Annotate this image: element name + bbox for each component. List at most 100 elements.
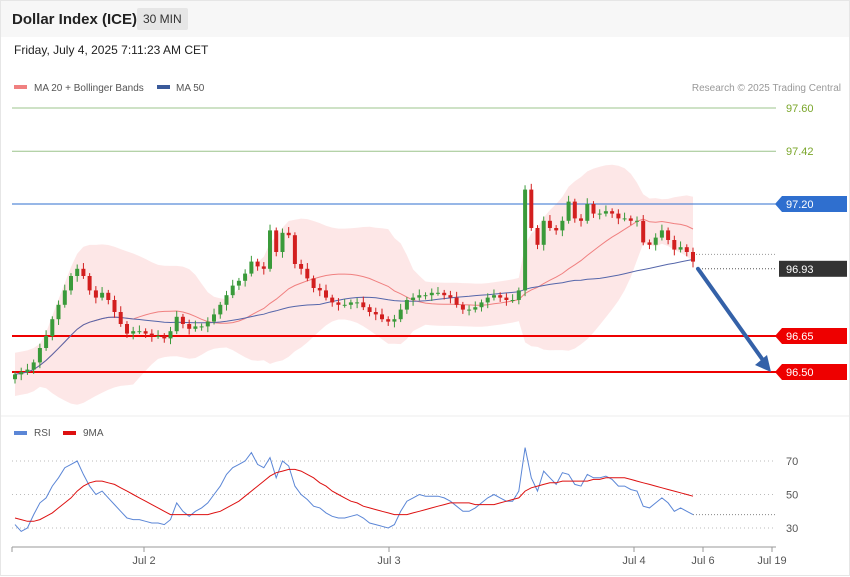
x-tick-label: Jul 6 (691, 555, 714, 567)
x-tick-label: Jul 19 (757, 555, 786, 567)
candle-body (180, 316, 185, 324)
candle-body (112, 300, 117, 312)
candle-body (361, 302, 366, 308)
candle-body (467, 309, 472, 311)
rsi-line (14, 447, 694, 533)
candle-body (224, 295, 229, 305)
candle-body (585, 204, 590, 221)
candle-body (429, 292, 434, 296)
candle-body (423, 295, 428, 297)
candle-body (498, 295, 503, 298)
candle-body (62, 290, 67, 305)
candle-body (666, 230, 671, 240)
candle-body (255, 261, 260, 267)
candle-body (212, 314, 216, 322)
candle-body (305, 268, 310, 279)
legend-swatch-9ma (63, 431, 76, 435)
candle-body (504, 297, 509, 300)
candle-body (616, 213, 621, 219)
rsi-tick-label: 50 (786, 490, 798, 502)
candle-body (156, 336, 161, 337)
candle-body (622, 218, 627, 220)
candle-body (373, 312, 378, 315)
level-tag (775, 328, 847, 344)
candle-body (386, 319, 391, 322)
legend-label-9ma: 9MA (83, 428, 104, 439)
candle-body (199, 326, 204, 328)
candle-body (547, 220, 552, 228)
level-label: 97.42 (786, 146, 814, 158)
candle-body (37, 348, 42, 363)
credit-text: Research © 2025 Trading Central (692, 83, 841, 94)
candle-body (479, 302, 484, 308)
candle-body (560, 220, 565, 231)
candle-body (348, 302, 353, 305)
candle-body (25, 369, 30, 372)
rsi-tick-label: 30 (786, 523, 798, 535)
candle-body (44, 336, 49, 348)
candle-body (684, 247, 689, 252)
candle-body (143, 331, 148, 334)
legend-swatch-ma20 (14, 85, 27, 89)
level-label: 96.65 (786, 331, 814, 343)
candle-body (149, 333, 154, 336)
candle-body (579, 218, 583, 221)
candle-body (50, 319, 55, 336)
level-tag (775, 364, 847, 380)
level-label: 97.60 (786, 103, 814, 115)
candle-body (125, 324, 129, 334)
level-tag (775, 196, 847, 212)
candle-body (635, 220, 639, 222)
candle-body (516, 290, 521, 300)
x-tick-label: Jul 4 (622, 555, 645, 567)
ma50-line (14, 259, 694, 375)
candle-body (541, 220, 546, 245)
candle-body (492, 295, 496, 298)
candle-body (336, 302, 341, 305)
rsi-tick-label: 70 (786, 456, 798, 468)
candle-body (510, 300, 515, 301)
candle-body (299, 264, 304, 269)
candle-body (286, 232, 291, 236)
candle-body (249, 261, 254, 274)
candle-body (274, 230, 279, 252)
timestamp: Friday, July 4, 2025 7:11:23 AM CET (14, 43, 209, 57)
candle-body (355, 302, 360, 304)
candle-body (218, 304, 223, 315)
candle-body (380, 314, 384, 320)
candle-body (535, 228, 540, 245)
candle-body (398, 309, 403, 320)
header-bar: Dollar Index (ICE) 30 MIN (1, 1, 849, 37)
timeframe-badge[interactable]: 30 MIN (137, 8, 188, 30)
level-label: 96.50 (786, 367, 814, 379)
candle-body (436, 292, 440, 294)
candle-body (473, 307, 478, 310)
level-label: 97.20 (786, 199, 814, 211)
candle-body (454, 297, 459, 305)
candle-body (485, 297, 490, 303)
candle-body (168, 331, 173, 339)
x-tick-label: Jul 3 (377, 555, 400, 567)
candle-body (311, 278, 316, 288)
bollinger-band (15, 164, 693, 405)
candle-body (448, 295, 453, 298)
candle-body (280, 232, 285, 252)
candle-body (330, 297, 335, 303)
candle-body (317, 288, 322, 291)
candle-body (641, 220, 646, 243)
candle-body (411, 297, 416, 300)
forecast-arrow-shaft (696, 266, 767, 365)
candle-body (653, 237, 658, 245)
candle-body (118, 312, 123, 324)
candle-body (628, 218, 633, 221)
candle-body (93, 290, 98, 298)
candle-body (292, 235, 297, 264)
candle-body (691, 252, 695, 262)
candle-body (81, 268, 86, 276)
candle-body (31, 362, 36, 370)
legend-label-ma50: MA 50 (176, 83, 205, 94)
candle-body (566, 201, 571, 221)
candle-body (174, 316, 179, 332)
